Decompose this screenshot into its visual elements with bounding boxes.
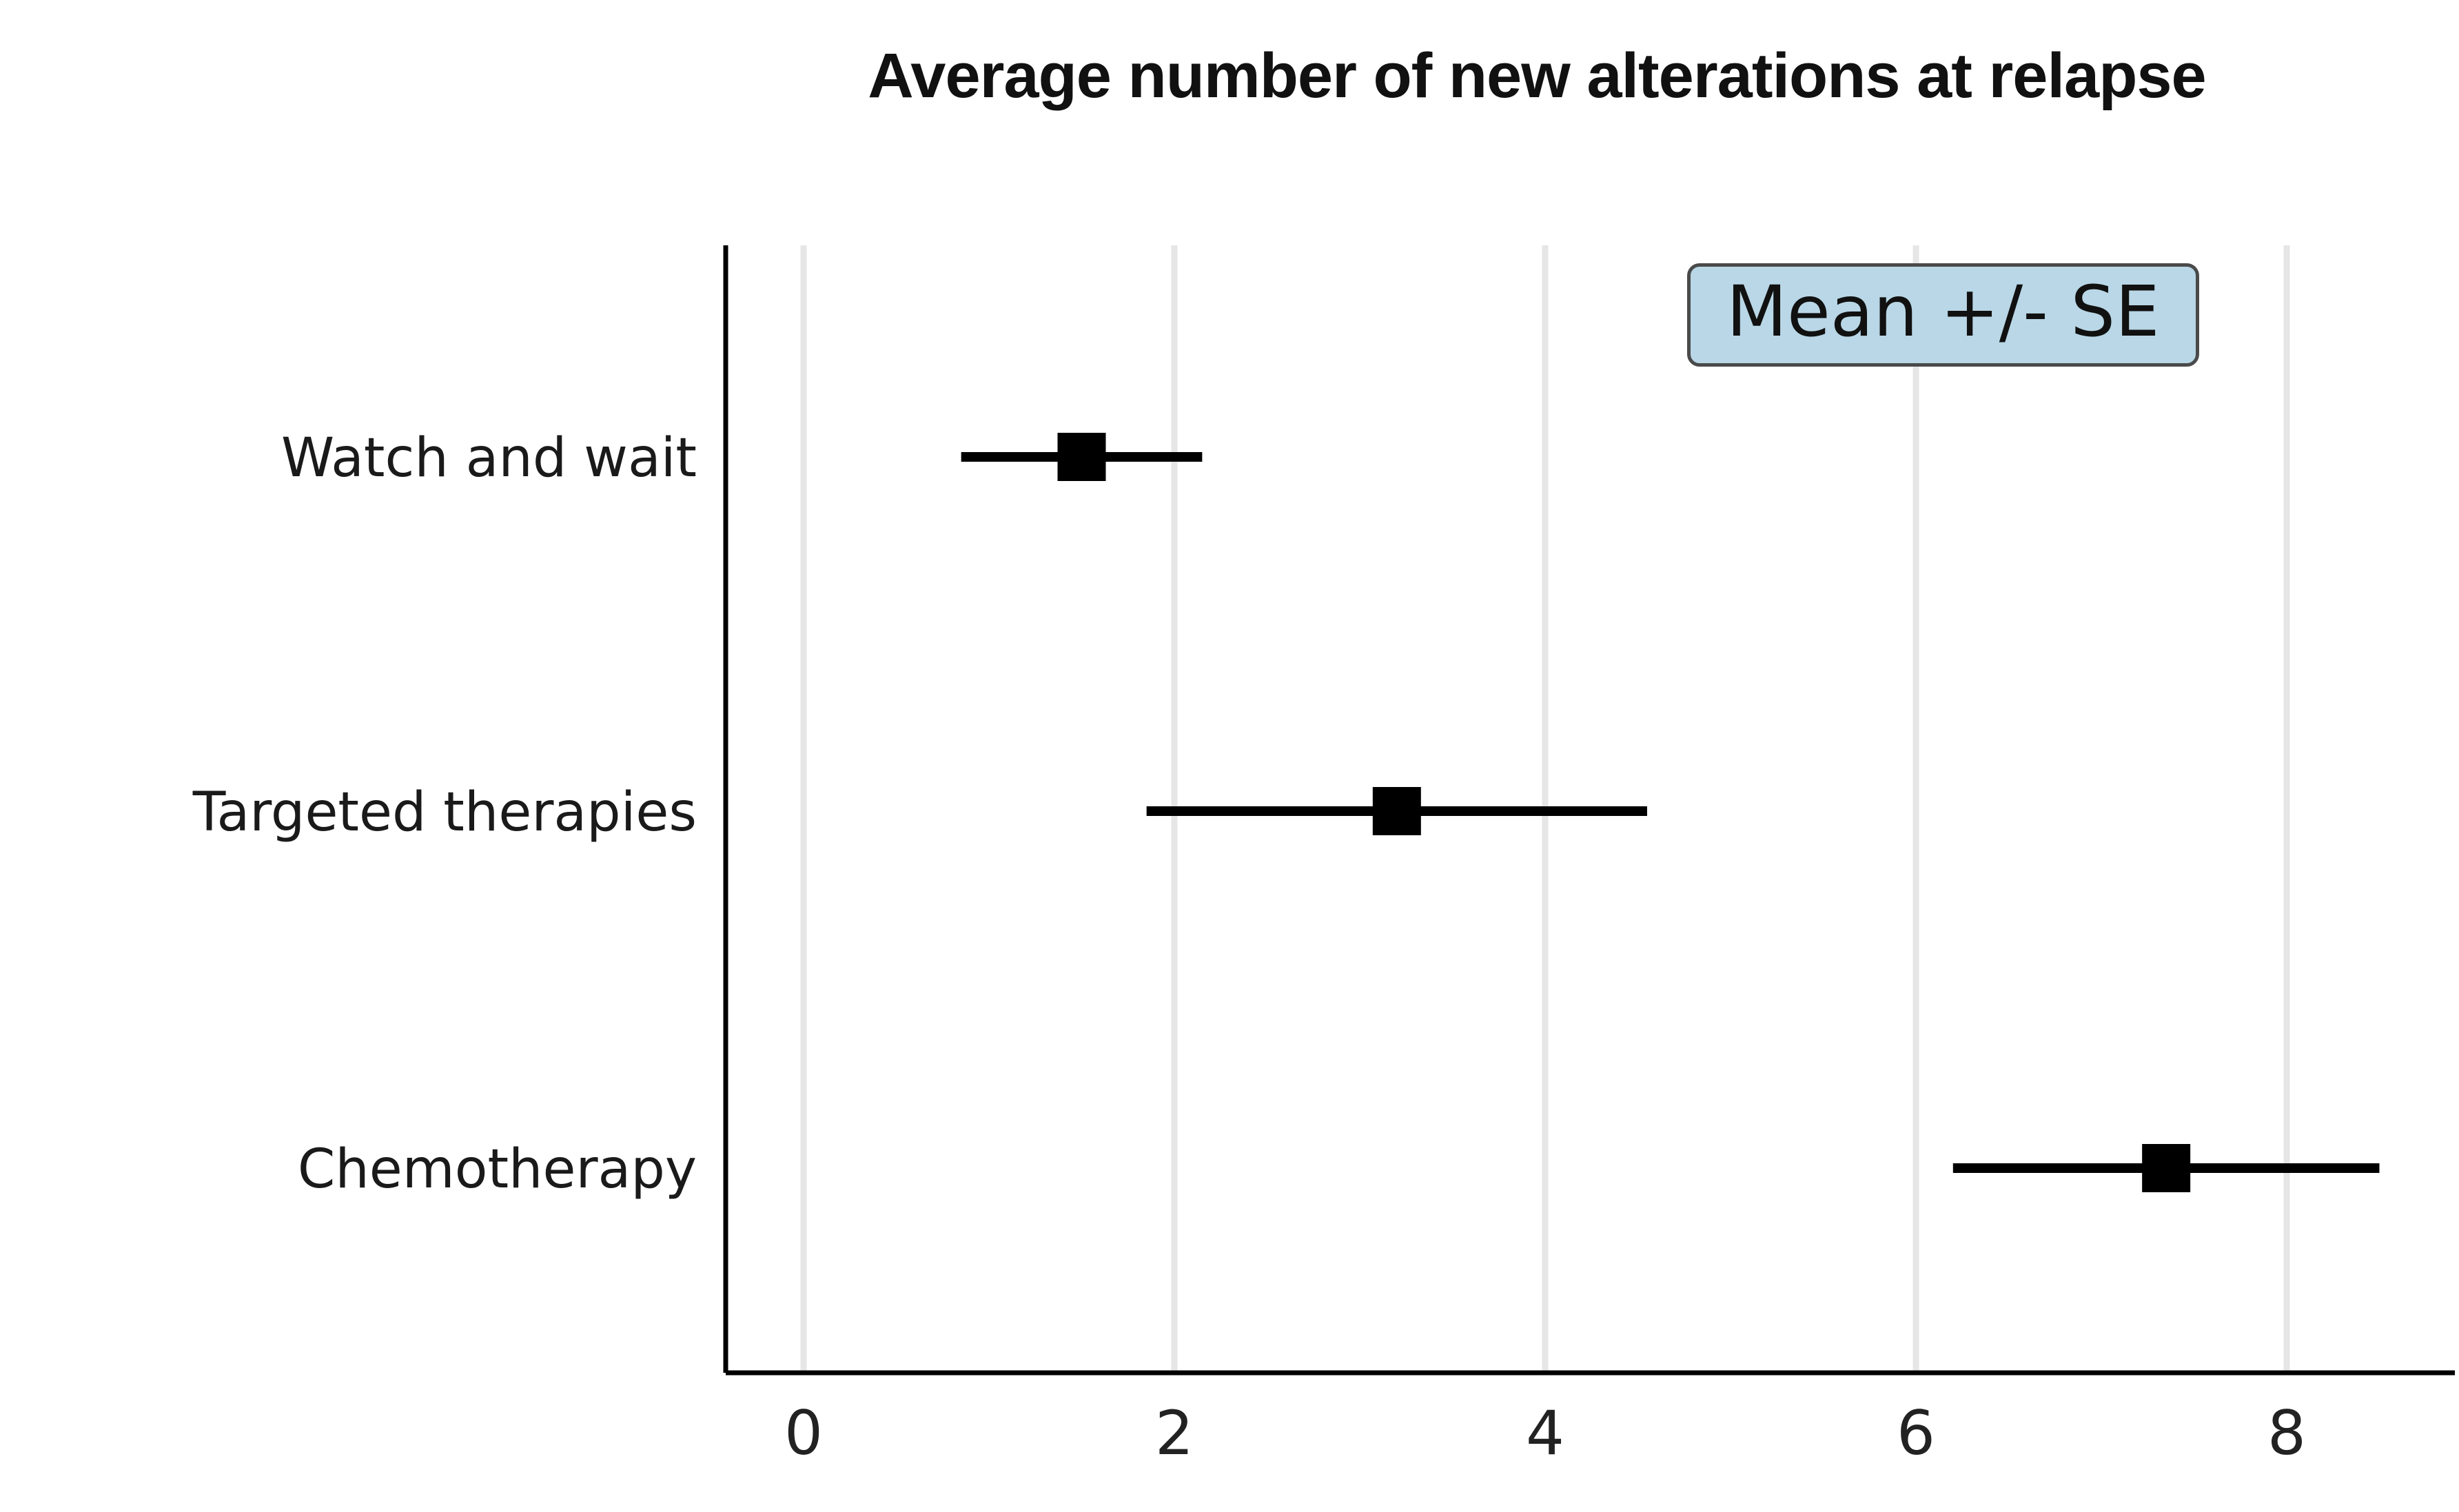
mean-marker	[1372, 787, 1421, 835]
category-label: Watch and wait	[281, 427, 697, 489]
x-tick-label: 6	[1897, 1398, 1935, 1469]
x-tick-label: 4	[1526, 1398, 1564, 1469]
x-tick-label: 2	[1155, 1398, 1194, 1469]
category-label: Chemotherapy	[298, 1138, 697, 1201]
legend: Mean +/- SE	[1687, 263, 2199, 367]
x-tick-label: 0	[784, 1398, 823, 1469]
chart-title: Average number of new alterations at rel…	[868, 41, 2206, 111]
category-label: Targeted therapies	[192, 781, 697, 844]
mean-marker	[1057, 433, 1106, 481]
mean-marker	[2142, 1144, 2191, 1192]
x-tick-label: 8	[2267, 1398, 2306, 1469]
legend-label: Mean +/- SE	[1726, 271, 2160, 353]
